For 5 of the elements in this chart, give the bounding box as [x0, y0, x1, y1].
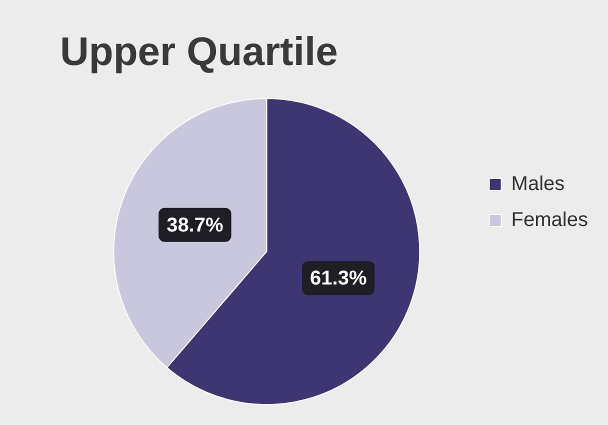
data-label: 61.3% — [310, 268, 367, 290]
data-label: 38.7% — [166, 214, 224, 236]
legend-label: Females — [511, 209, 588, 232]
chart-title: Upper Quartile — [60, 30, 338, 74]
legend-label: Males — [511, 173, 565, 196]
